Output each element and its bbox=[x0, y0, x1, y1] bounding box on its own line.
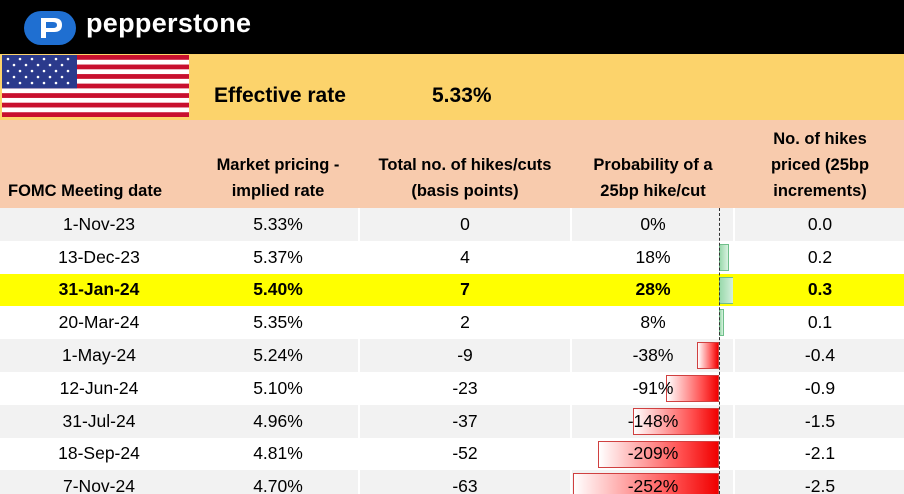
table-row: 20-Mar-24 5.35% 2 8% 0.1 bbox=[0, 306, 904, 340]
meeting-date-cell: 13-Dec-23 bbox=[58, 246, 140, 267]
hikes-priced-cell: -0.9 bbox=[804, 377, 836, 398]
meeting-date-cell: 31-Jul-24 bbox=[62, 410, 136, 431]
implied-rate-cell: 5.35% bbox=[253, 312, 303, 333]
effective-rate-value: 5.33% bbox=[432, 84, 492, 107]
probability-axis-line bbox=[719, 208, 720, 494]
basis-points-cell: -52 bbox=[452, 443, 478, 464]
meeting-date-cell: 7-Nov-24 bbox=[63, 476, 135, 494]
brand-name: pepperstone bbox=[86, 8, 252, 38]
implied-rate-cell: 4.81% bbox=[253, 443, 303, 464]
probability-cell: -91% bbox=[632, 377, 674, 398]
basis-points-cell: -23 bbox=[452, 377, 478, 398]
probability-cell: -209% bbox=[627, 443, 679, 464]
hikes-priced-cell: -2.1 bbox=[804, 443, 836, 464]
hikes-priced-cell: -0.4 bbox=[804, 345, 836, 366]
table-row: 13-Dec-23 5.37% 4 18% 0.2 bbox=[0, 240, 904, 274]
meeting-date-cell: 1-Nov-23 bbox=[63, 213, 135, 234]
meeting-date-cell: 1-May-24 bbox=[62, 345, 136, 366]
basis-points-cell: -63 bbox=[452, 476, 478, 494]
hikes-priced-cell: 0.2 bbox=[807, 246, 833, 267]
probability-cell: -252% bbox=[627, 476, 679, 494]
implied-rate-cell: 4.70% bbox=[253, 476, 303, 494]
implied-rate-cell: 5.40% bbox=[253, 279, 303, 300]
table-row: 1-May-24 5.24% -9 -38% -0.4 bbox=[0, 339, 904, 372]
meeting-date-cell: 20-Mar-24 bbox=[58, 312, 140, 333]
hikes-priced-cell: 0.3 bbox=[807, 279, 833, 300]
probability-bar bbox=[597, 440, 719, 468]
meeting-date-cell: 31-Jan-24 bbox=[58, 279, 140, 300]
basis-points-cell: 2 bbox=[460, 312, 470, 333]
probability-cell: 28% bbox=[635, 279, 671, 300]
hikes-priced-cell: -2.5 bbox=[804, 476, 836, 494]
probability-cell: 8% bbox=[640, 312, 666, 333]
header-hikes-priced: No. of hikes priced (25bp increments) bbox=[770, 130, 870, 200]
table-row: 1-Nov-23 5.33% 0 0% 0.0 bbox=[0, 208, 904, 241]
hikes-priced-cell: -1.5 bbox=[804, 410, 836, 431]
brand-header: pepperstone bbox=[0, 0, 904, 54]
implied-rate-cell: 5.33% bbox=[253, 213, 303, 234]
hikes-priced-cell: 0.0 bbox=[807, 213, 833, 234]
table-row: 31-Jan-24 5.40% 7 28% 0.3 bbox=[0, 273, 904, 307]
table-row: 31-Jul-24 4.96% -37 -148% -1.5 bbox=[0, 404, 904, 438]
table-row: 7-Nov-24 4.70% -63 -252% -2.5 bbox=[0, 470, 904, 494]
probability-cell: 18% bbox=[635, 246, 671, 267]
probability-cell: -38% bbox=[632, 345, 674, 366]
hikes-priced-cell: 0.1 bbox=[807, 312, 833, 333]
meeting-date-cell: 12-Jun-24 bbox=[59, 377, 139, 398]
probability-bar bbox=[572, 473, 719, 494]
table-header bbox=[0, 120, 904, 208]
basis-points-cell: 4 bbox=[460, 246, 470, 267]
pepperstone-logo-icon bbox=[24, 11, 76, 45]
basis-points-cell: 7 bbox=[460, 279, 470, 300]
table-body: 1-Nov-23 5.33% 0 0% 0.0 13-Dec-23 5.37% 4 18% 0.2… bbox=[0, 208, 904, 494]
probability-bar bbox=[696, 342, 719, 370]
implied-rate-cell: 4.96% bbox=[253, 410, 303, 431]
basis-points-cell: 0 bbox=[460, 213, 470, 234]
header-probability: Probability of a 25bp hike/cut bbox=[593, 156, 713, 200]
meeting-date-cell: 18-Sep-24 bbox=[58, 443, 140, 464]
header-implied-rate: Market pricing - implied rate bbox=[216, 156, 340, 200]
probability-cell: 0% bbox=[640, 213, 666, 234]
header-total-hikes-cuts: Total no. of hikes/cuts (basis points) bbox=[378, 156, 552, 200]
effective-rate-label: Effective rate bbox=[214, 84, 346, 107]
probability-bar bbox=[633, 407, 719, 435]
table-row: 12-Jun-24 5.10% -23 -91% -0.9 bbox=[0, 371, 904, 405]
basis-points-cell: -9 bbox=[457, 345, 473, 366]
basis-points-cell: -37 bbox=[452, 410, 478, 431]
implied-rate-cell: 5.37% bbox=[253, 246, 303, 267]
probability-bar bbox=[666, 374, 719, 402]
table-row: 18-Sep-24 4.81% -52 -209% -2.1 bbox=[0, 437, 904, 471]
header-meeting-date: FOMC Meeting date bbox=[8, 182, 163, 200]
implied-rate-cell: 5.24% bbox=[253, 345, 303, 366]
probability-cell: -148% bbox=[627, 410, 679, 431]
implied-rate-cell: 5.10% bbox=[253, 377, 303, 398]
us-flag-icon bbox=[2, 55, 189, 117]
